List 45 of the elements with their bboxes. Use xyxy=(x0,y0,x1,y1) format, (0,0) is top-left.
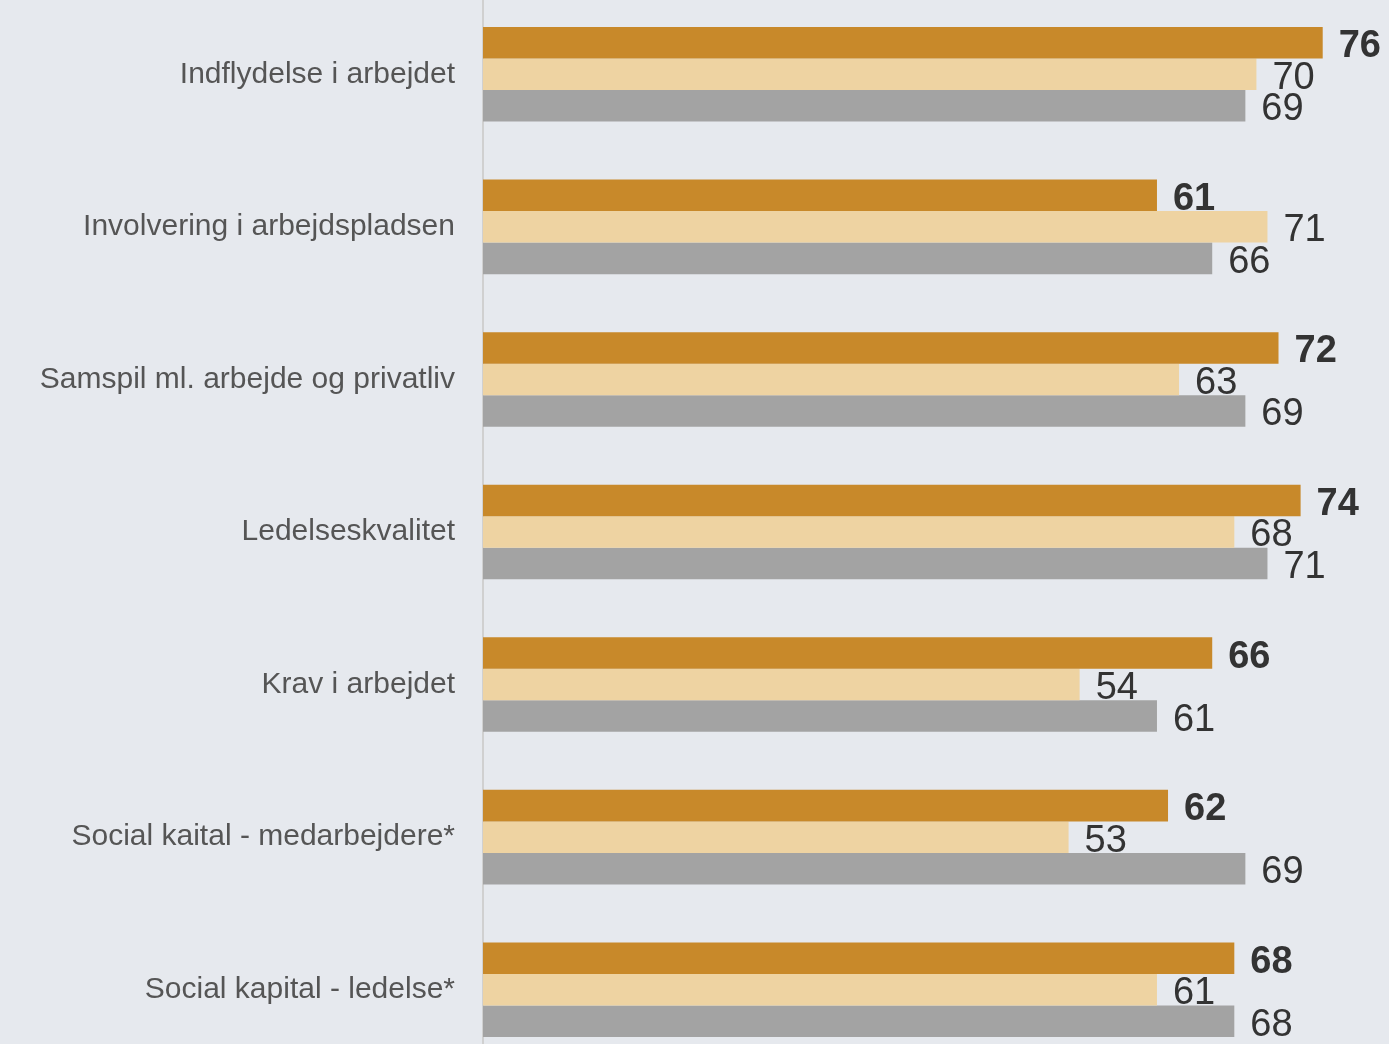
data-label: 69 xyxy=(1261,391,1304,434)
bar xyxy=(483,821,1069,853)
data-label: 71 xyxy=(1283,207,1326,250)
data-label: 68 xyxy=(1250,1001,1293,1044)
data-label: 66 xyxy=(1228,238,1271,281)
bar xyxy=(483,700,1157,732)
data-label: 62 xyxy=(1184,786,1227,829)
bar xyxy=(483,395,1246,427)
data-label: 69 xyxy=(1261,849,1304,892)
data-label: 68 xyxy=(1250,938,1293,981)
bar xyxy=(483,211,1268,243)
bar xyxy=(483,973,1157,1006)
y-tick-label: Krav i arbejdet xyxy=(261,665,456,699)
bar xyxy=(483,547,1268,580)
data-label: 53 xyxy=(1084,817,1127,860)
bar xyxy=(483,516,1235,548)
data-label: 74 xyxy=(1316,480,1359,523)
data-label: 61 xyxy=(1172,175,1216,218)
bar xyxy=(483,852,1246,885)
bar xyxy=(483,90,1246,122)
data-label: 61 xyxy=(1172,696,1216,739)
bar xyxy=(483,668,1080,701)
bar xyxy=(483,242,1213,275)
y-tick-label: Indflydelse i arbejdet xyxy=(179,55,456,89)
data-label: 63 xyxy=(1195,359,1238,402)
bar xyxy=(483,789,1169,822)
bar xyxy=(483,1005,1235,1038)
data-label: 61 xyxy=(1172,970,1216,1013)
bar xyxy=(483,179,1157,212)
bar xyxy=(483,58,1257,91)
data-label: 66 xyxy=(1228,633,1271,676)
bar xyxy=(483,637,1213,669)
y-tick-label: Ledelseskvalitet xyxy=(241,513,456,547)
data-label: 76 xyxy=(1338,23,1381,66)
y-tick-label: Involvering i arbejdspladsen xyxy=(83,208,455,242)
data-label: 72 xyxy=(1294,328,1337,371)
bar xyxy=(483,942,1235,974)
bar xyxy=(483,363,1180,396)
y-tick-label: Samspil ml. arbejde og privatliv xyxy=(39,360,455,394)
y-tick-label: Social kapital - ledelse* xyxy=(144,970,456,1004)
bar xyxy=(483,332,1279,364)
bar xyxy=(483,26,1323,59)
bar xyxy=(483,484,1301,517)
data-label: 54 xyxy=(1095,665,1138,708)
y-tick-label: Social kaital - medarbejdere* xyxy=(71,818,456,852)
